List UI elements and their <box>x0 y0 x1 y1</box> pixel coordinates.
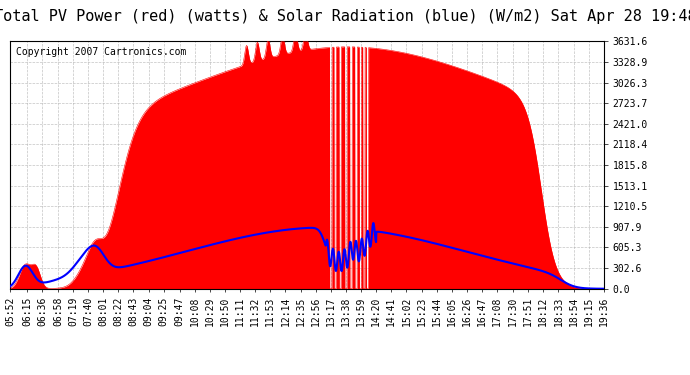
Text: Total PV Power (red) (watts) & Solar Radiation (blue) (W/m2) Sat Apr 28 19:48: Total PV Power (red) (watts) & Solar Rad… <box>0 9 690 24</box>
Text: Copyright 2007 Cartronics.com: Copyright 2007 Cartronics.com <box>17 48 187 57</box>
